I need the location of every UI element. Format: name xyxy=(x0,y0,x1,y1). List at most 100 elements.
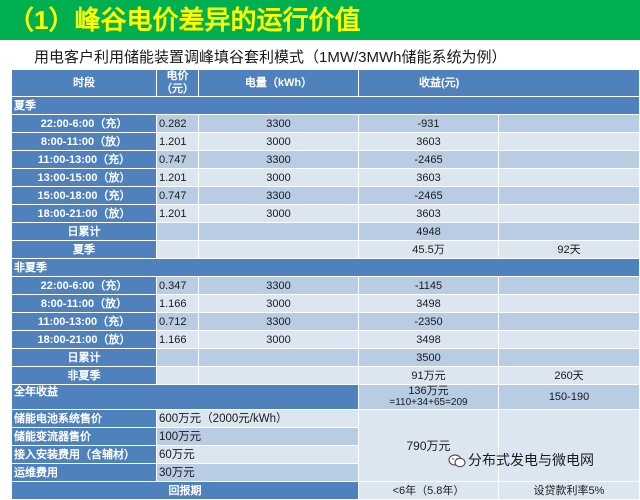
daily-total-label: 日累计 xyxy=(11,348,157,367)
payback-note: 设贷款利率5% xyxy=(497,481,640,500)
empty-cell xyxy=(156,366,199,385)
cost-label: 接入安装费用（含辅材） xyxy=(11,445,157,464)
empty-cell xyxy=(198,366,359,385)
header-row: 时段 电价（元） 电量（kWh） 收益(元) xyxy=(11,69,640,97)
row-price: 1.166 xyxy=(156,294,199,313)
season-total-label: 非夏季 xyxy=(11,366,157,385)
payback-value: <6年（5.8年） xyxy=(358,481,499,500)
row-price: 1.201 xyxy=(156,204,199,223)
season-days: 260天 xyxy=(497,366,640,385)
row-income: 3603 xyxy=(358,168,499,187)
cost-label: 储能变流器售价 xyxy=(11,427,157,446)
header-energy: 电量（kWh） xyxy=(198,69,359,97)
row-energy: 3300 xyxy=(198,114,359,133)
cost-value: 30万元 xyxy=(156,463,359,482)
annual-income-amount: 136万元 xyxy=(408,385,449,398)
row-energy: 3000 xyxy=(198,330,359,349)
cost-label: 运维费用 xyxy=(11,463,157,482)
row-price: 0.712 xyxy=(156,312,199,331)
empty-cell xyxy=(198,348,359,367)
row-income: -2465 xyxy=(358,150,499,169)
row-income: 3498 xyxy=(358,330,499,349)
cost-row: 储能变流器售价 100万元 xyxy=(11,427,640,446)
row-energy: 3300 xyxy=(198,150,359,169)
row-extra xyxy=(497,312,640,331)
row-energy: 3000 xyxy=(198,294,359,313)
annual-income-range: 150-190 xyxy=(497,384,640,410)
cost-value: 100万元 xyxy=(156,427,359,446)
table-row: 11:00-13:00（充） 0.712 3300 -2350 xyxy=(11,312,640,331)
table-row: 18:00-21:00（放） 1.201 3000 3603 xyxy=(11,204,640,223)
row-price: 0.747 xyxy=(156,150,199,169)
season-total-value: 91万元 xyxy=(358,366,499,385)
empty-cell xyxy=(198,222,359,241)
annual-income-label: 全年收益 xyxy=(11,384,359,410)
table-row: 18:00-21:00（放） 1.166 3000 3498 xyxy=(11,330,640,349)
season-total-row: 夏季 45.5万 92天 xyxy=(11,240,640,259)
row-price: 0.282 xyxy=(156,114,199,133)
slide-title: （1）峰谷电价差异的运行价值 xyxy=(0,0,640,40)
season-total-value: 45.5万 xyxy=(358,240,499,259)
section-label: 夏季 xyxy=(10,96,640,115)
header-period: 时段 xyxy=(11,69,157,97)
empty-cell xyxy=(156,240,199,259)
row-period: 11:00-13:00（充） xyxy=(11,312,157,331)
row-period: 15:00-18:00（充） xyxy=(11,186,157,205)
row-period: 13:00-15:00（放） xyxy=(11,168,157,187)
daily-total-row: 日累计 4948 xyxy=(11,222,640,241)
table-row: 22:00-6:00（充） 0.347 3300 -1145 xyxy=(11,276,640,295)
row-energy: 3300 xyxy=(198,276,359,295)
row-income: 3498 xyxy=(358,294,499,313)
cost-row: 接入安装费用（含辅材） 60万元 xyxy=(11,445,640,464)
empty-cell xyxy=(497,348,640,367)
section-summer: 夏季 xyxy=(10,96,640,115)
row-income: -2350 xyxy=(358,312,499,331)
row-period: 18:00-21:00（放） xyxy=(11,204,157,223)
daily-total-value: 3500 xyxy=(358,348,499,367)
row-income: -2465 xyxy=(358,186,499,205)
row-extra xyxy=(497,204,640,223)
watermark: 分布式发电与微电网 xyxy=(448,450,594,470)
daily-total-label: 日累计 xyxy=(11,222,157,241)
season-total-label: 夏季 xyxy=(11,240,157,259)
annual-income-row: 全年收益 136万元 =110+34+65=209 150-190 xyxy=(11,384,640,410)
section-nonsummer: 非夏季 xyxy=(10,258,640,277)
table-row: 15:00-18:00（充） 0.747 3300 -2465 xyxy=(11,186,640,205)
wechat-icon xyxy=(448,454,466,468)
row-price: 0.747 xyxy=(156,186,199,205)
row-energy: 3000 xyxy=(198,132,359,151)
row-price: 1.166 xyxy=(156,330,199,349)
cost-label: 储能电池系统售价 xyxy=(11,409,157,428)
row-income: 3603 xyxy=(358,132,499,151)
table-caption: 用电客户利用储能装置调峰填谷套利模式（1MW/3MWh储能系统为例） xyxy=(34,49,507,66)
row-extra xyxy=(497,132,640,151)
table-row: 13:00-15:00（放） 1.201 3000 3603 xyxy=(11,168,640,187)
daily-total-value: 4948 xyxy=(358,222,499,241)
empty-cell xyxy=(156,222,199,241)
annual-income-value: 136万元 =110+34+65=209 xyxy=(358,384,499,410)
row-extra xyxy=(497,114,640,133)
table-row: 8:00-11:00（放） 1.201 3000 3603 xyxy=(11,132,640,151)
row-extra xyxy=(497,168,640,187)
empty-cell xyxy=(156,348,199,367)
row-energy: 3000 xyxy=(198,204,359,223)
row-energy: 3000 xyxy=(198,168,359,187)
season-days: 92天 xyxy=(497,240,640,259)
row-energy: 3300 xyxy=(198,312,359,331)
cost-value: 60万元 xyxy=(156,445,359,464)
cost-total: 790万元 xyxy=(358,409,499,482)
empty-cell xyxy=(198,240,359,259)
row-income: -1145 xyxy=(358,276,499,295)
row-period: 22:00-6:00（充） xyxy=(11,276,157,295)
header-price: 电价（元） xyxy=(156,69,199,97)
row-price: 1.201 xyxy=(156,168,199,187)
annual-income-formula: =110+34+65=209 xyxy=(389,397,468,408)
row-income: 3603 xyxy=(358,204,499,223)
row-extra xyxy=(497,276,640,295)
season-total-row: 非夏季 91万元 260天 xyxy=(11,366,640,385)
section-label: 非夏季 xyxy=(10,258,640,277)
table-row: 8:00-11:00（放） 1.166 3000 3498 xyxy=(11,294,640,313)
row-period: 11:00-13:00（充） xyxy=(11,150,157,169)
watermark-text: 分布式发电与微电网 xyxy=(468,452,594,468)
empty-cell xyxy=(497,222,640,241)
